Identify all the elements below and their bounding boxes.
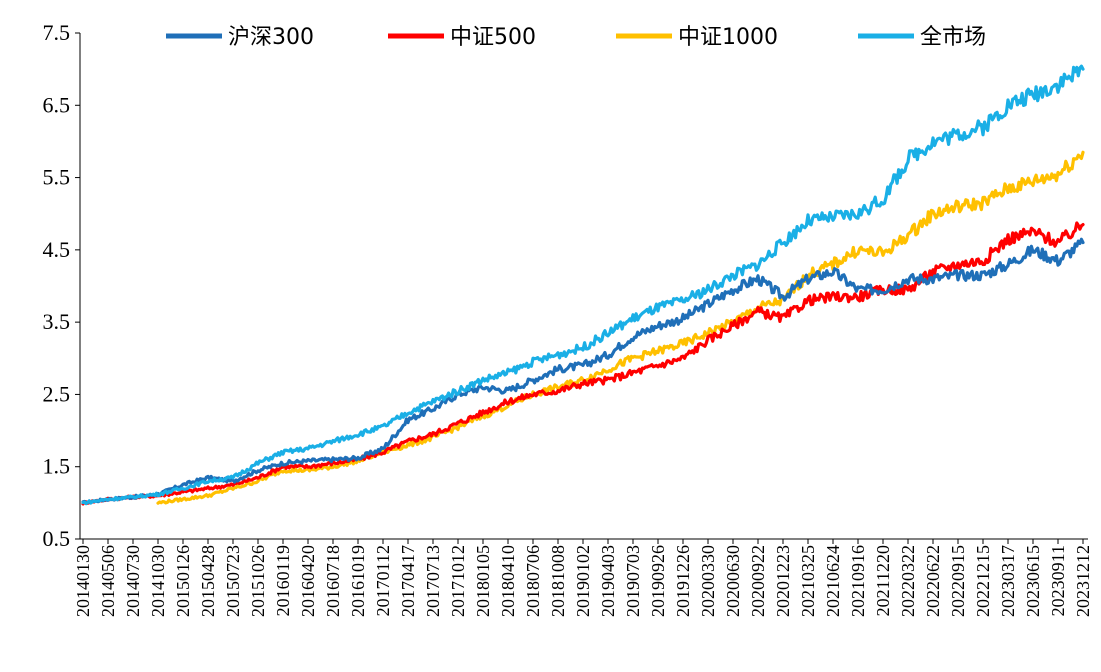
x-tick-label: 20160119 <box>273 545 293 616</box>
x-tick-label: 20221215 <box>973 545 993 617</box>
x-tick-label: 20140506 <box>98 545 118 617</box>
x-tick-label: 20160420 <box>298 545 318 617</box>
x-tick-label: 20210624 <box>823 545 843 617</box>
legend: 沪深300 中证500 中证1000 全市场 <box>166 25 986 50</box>
x-tick-label: 20190703 <box>623 545 643 617</box>
x-tick-label: 20161019 <box>348 545 368 617</box>
x-tick-label: 20190926 <box>648 545 668 617</box>
x-tick-label: 20230911 <box>1048 545 1068 616</box>
x-tick-label: 20210916 <box>848 545 868 617</box>
legend-item-csi1000: 中证1000 <box>616 25 778 50</box>
x-tick-label: 20200630 <box>723 545 743 617</box>
x-tick-label: 20181008 <box>548 545 568 617</box>
x-tick-label: 20170417 <box>398 545 418 617</box>
y-tick-label: 6.5 <box>43 92 71 117</box>
x-tick-label: 20150126 <box>173 545 193 617</box>
x-tick-label: 20170713 <box>423 545 443 617</box>
series-line-hs300 <box>81 237 1085 506</box>
x-tick-label: 20220915 <box>948 545 968 617</box>
series-line-csi1000 <box>156 150 1085 505</box>
x-tick-label: 20220322 <box>898 545 918 617</box>
x-tick-label: 20160718 <box>323 545 343 617</box>
x-tick-label: 20151026 <box>248 545 268 617</box>
x-tick-label: 20201223 <box>773 545 793 617</box>
legend-item-all-market: 全市场 <box>858 25 986 50</box>
y-tick-label: 2.5 <box>43 381 71 406</box>
legend-label-csi1000: 中证1000 <box>678 25 778 50</box>
legend-item-csi500: 中证500 <box>388 25 536 50</box>
y-tick-label: 7.5 <box>43 20 71 45</box>
x-tick-label: 20231212 <box>1073 545 1093 617</box>
x-tick-label: 20180706 <box>523 545 543 617</box>
x-tick-label: 20220622 <box>923 545 943 617</box>
x-tick-label: 20190102 <box>573 545 593 617</box>
y-tick-label: 5.5 <box>43 165 71 190</box>
legend-label-all-market: 全市场 <box>920 25 986 50</box>
legend-label-csi500: 中证500 <box>450 25 536 50</box>
x-tick-label: 20210325 <box>798 545 818 617</box>
x-tick-label: 20200922 <box>748 545 768 617</box>
x-tick-label: 20170112 <box>373 545 393 616</box>
x-axis: 20140130 20140506 20140730 20141030 20150126… <box>73 538 1093 617</box>
x-tick-label: 20191226 <box>673 545 693 617</box>
series-line-csi500 <box>81 221 1085 506</box>
plot-area <box>81 64 1085 506</box>
x-tick-label: 20211220 <box>873 545 893 616</box>
y-axis: 0.5 1.5 2.5 3.5 4.5 5.5 6.5 7.5 <box>43 20 81 551</box>
x-tick-label: 20180410 <box>498 545 518 617</box>
x-tick-label: 20171012 <box>448 545 468 617</box>
legend-item-hs300: 沪深300 <box>166 25 314 50</box>
series-line-all-market <box>81 64 1085 506</box>
x-tick-label: 20140730 <box>123 545 143 617</box>
x-tick-label: 20230317 <box>998 545 1018 617</box>
legend-label-hs300: 沪深300 <box>228 25 314 50</box>
x-tick-label: 20140130 <box>73 545 93 617</box>
x-tick-label: 20200330 <box>698 545 718 617</box>
y-tick-label: 4.5 <box>43 237 71 262</box>
x-tick-label: 20150428 <box>198 545 218 617</box>
x-tick-label: 20230615 <box>1023 545 1043 617</box>
x-tick-label: 20150723 <box>223 545 243 617</box>
y-tick-label: 3.5 <box>43 309 71 334</box>
y-tick-label: 1.5 <box>43 454 71 479</box>
y-tick-label: 0.5 <box>43 526 71 551</box>
x-tick-label: 20141030 <box>148 545 168 617</box>
x-tick-label: 20190403 <box>598 545 618 617</box>
x-tick-label: 20180105 <box>473 545 493 617</box>
